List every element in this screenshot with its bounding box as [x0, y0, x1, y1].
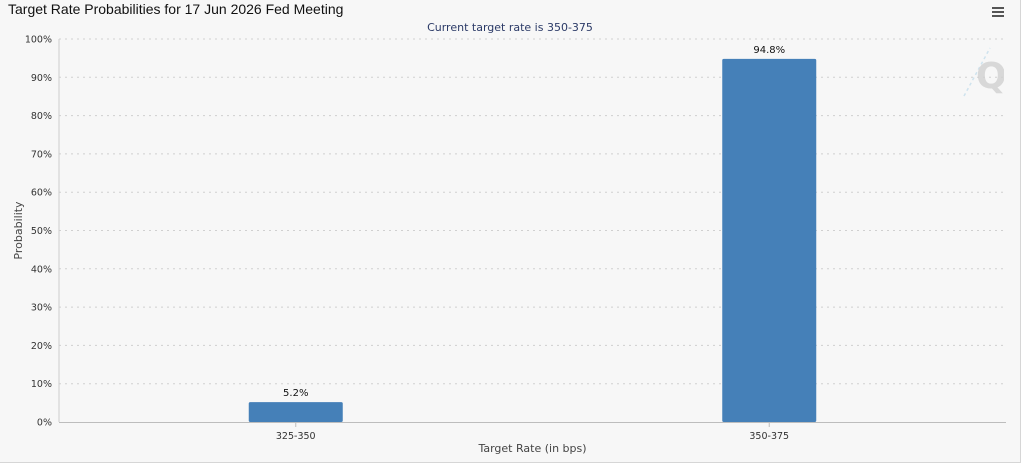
y-tick-label: 50% — [31, 226, 52, 237]
y-tick-label: 90% — [31, 73, 52, 84]
bar — [722, 58, 817, 422]
hamburger-menu-icon[interactable] — [990, 4, 1006, 20]
bar — [248, 402, 343, 422]
chart-title: Target Rate Probabilities for 17 Jun 202… — [8, 1, 344, 17]
y-tick-label: 30% — [31, 303, 52, 314]
y-tick-label: 60% — [31, 188, 52, 199]
x-tick-label: 325-350 — [276, 431, 316, 442]
y-tick-label: 0% — [37, 418, 52, 429]
y-tick-label: 10% — [31, 379, 52, 390]
y-tick-label: 40% — [31, 264, 52, 275]
x-axis-title: Target Rate (in bps) — [477, 442, 586, 455]
y-tick-label: 70% — [31, 149, 52, 160]
watermark-logo: Q — [963, 47, 1004, 97]
watermark-letter: Q — [976, 56, 1004, 97]
y-axis-title: Probability — [12, 201, 25, 260]
chart-subtitle: Current target rate is 350-375 — [427, 21, 593, 34]
data-label: 5.2% — [283, 388, 308, 399]
x-tick-label: 350-375 — [749, 431, 789, 442]
y-tick-label: 20% — [31, 341, 52, 352]
data-label: 94.8% — [753, 45, 785, 56]
y-tick-label: 100% — [25, 35, 52, 46]
y-tick-label: 80% — [31, 111, 52, 122]
